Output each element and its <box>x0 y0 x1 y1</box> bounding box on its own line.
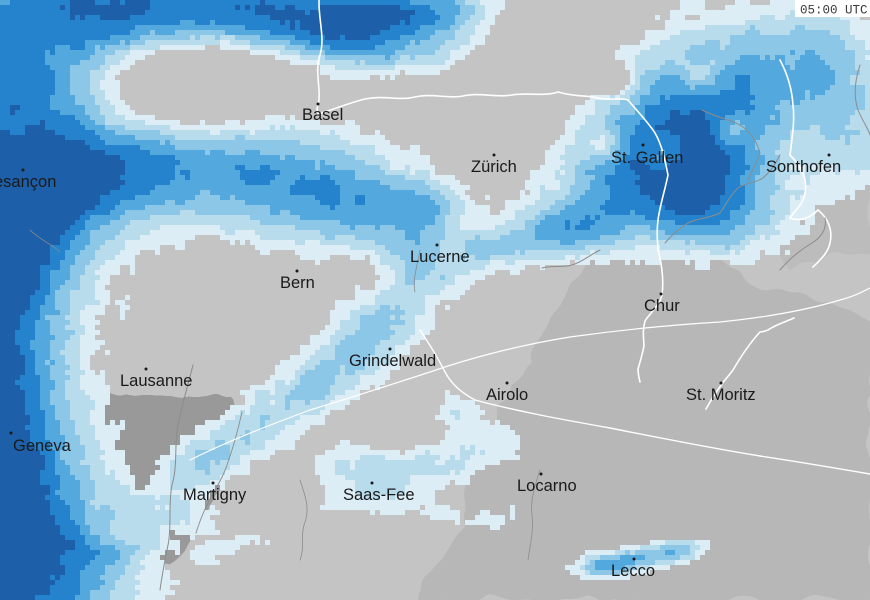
svg-text:Sonthofen: Sonthofen <box>766 158 841 176</box>
svg-text:Saas-Fee: Saas-Fee <box>343 486 415 504</box>
svg-text:Bern: Bern <box>280 274 315 292</box>
svg-text:Lucerne: Lucerne <box>410 248 470 266</box>
svg-text:St. Moritz: St. Moritz <box>686 386 756 404</box>
svg-text:Martigny: Martigny <box>183 486 247 504</box>
svg-text:Zürich: Zürich <box>471 158 517 176</box>
svg-text:St. Gallen: St. Gallen <box>611 149 683 167</box>
svg-text:Besançon: Besançon <box>0 173 56 191</box>
svg-text:05:00 UTC: 05:00 UTC <box>800 4 868 18</box>
svg-text:Basel: Basel <box>302 106 343 124</box>
svg-text:Chur: Chur <box>644 297 680 315</box>
svg-text:Airolo: Airolo <box>486 386 528 404</box>
svg-text:Lecco: Lecco <box>611 562 655 580</box>
svg-text:Geneva: Geneva <box>13 437 72 455</box>
svg-text:Grindelwald: Grindelwald <box>349 352 436 370</box>
svg-text:Locarno: Locarno <box>517 477 577 495</box>
svg-text:Lausanne: Lausanne <box>120 372 193 390</box>
